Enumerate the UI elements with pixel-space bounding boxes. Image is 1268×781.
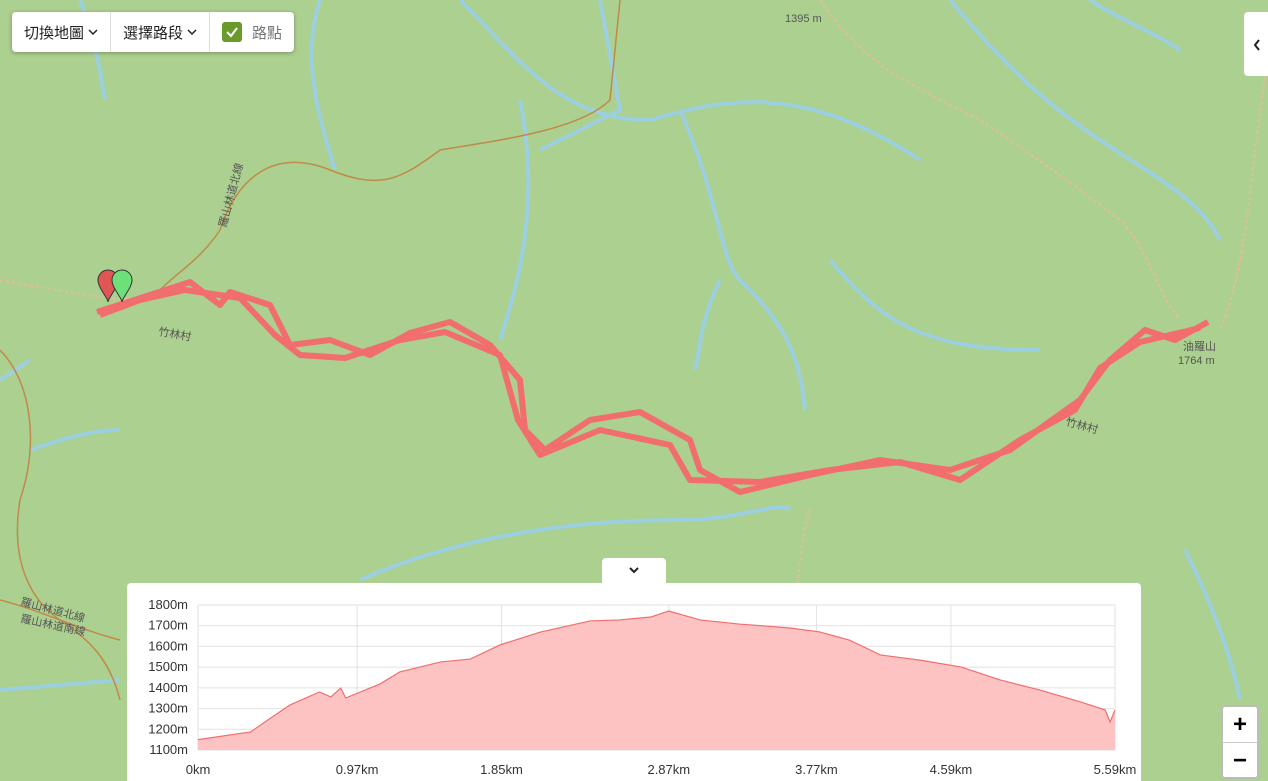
x-tick-label: 5.59km (1094, 762, 1137, 777)
elevation-line (197, 610, 1116, 741)
caret (187, 29, 197, 36)
x-tick-label: 0km (186, 762, 211, 777)
chevron (629, 567, 639, 574)
caret (88, 29, 98, 36)
village-label: 竹林村 (1064, 414, 1099, 436)
start-marker[interactable] (111, 269, 133, 303)
y-tick-label: 1300m (148, 701, 188, 716)
zoom-out[interactable]: − (1232, 747, 1247, 774)
area-fill (198, 611, 1115, 750)
streams (0, 0, 1242, 701)
switch-map-button[interactable]: 切換地圖 (12, 12, 112, 52)
peak-label: 油羅山 (1183, 339, 1216, 353)
waypoint-toggle[interactable]: 路點 (210, 12, 294, 52)
y-tick-label: 1400m (148, 680, 188, 695)
select-segment-button[interactable]: 選擇路段 (111, 12, 211, 52)
y-tick-label: 1800m (148, 597, 188, 612)
y-tick-label: 1100m (149, 742, 188, 757)
side-panel-toggle[interactable] (1244, 12, 1268, 76)
button-label: 選擇路段 (123, 24, 184, 42)
y-tick-label: 1700m (148, 618, 188, 633)
chevron (1253, 39, 1260, 51)
elevation-label: 1764 m (1178, 355, 1215, 367)
x-tick-label: 1.85km (480, 762, 523, 777)
trails (0, 0, 1268, 591)
route (96, 279, 1210, 495)
elevation-chart: 1100m 1200m 1300m 1400m 1500m 1600m 1700m 1800m… (127, 583, 1141, 781)
y-tick-label: 1200m (148, 721, 188, 736)
x-tick-label: 2.87km (647, 762, 690, 777)
village-label: 竹林村 (157, 324, 192, 344)
x-tick-label: 3.77km (795, 762, 838, 777)
x-tick-label: 0.97km (336, 762, 379, 777)
y-tick-label: 1500m (148, 659, 188, 674)
collapse-chart-button[interactable] (602, 558, 666, 584)
button-label: 路點 (252, 24, 283, 42)
button-label: 切換地圖 (24, 24, 85, 42)
roads (0, 0, 621, 701)
checkbox (222, 22, 243, 42)
zoom-control: + − (1221, 705, 1259, 779)
road-label: 羅山林道北線 (215, 161, 246, 228)
x-tick-label: 4.59km (930, 762, 973, 777)
toolbar: 切換地圖 選擇路段 路點 (12, 12, 295, 52)
zoom-in[interactable]: + (1223, 707, 1257, 743)
elevation-label: 1395 m (785, 13, 822, 25)
y-tick-label: 1600m (148, 638, 188, 653)
